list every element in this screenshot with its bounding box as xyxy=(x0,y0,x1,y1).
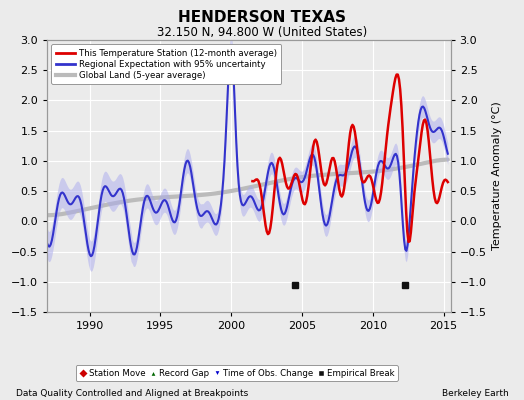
Text: HENDERSON TEXAS: HENDERSON TEXAS xyxy=(178,10,346,25)
Text: Data Quality Controlled and Aligned at Breakpoints: Data Quality Controlled and Aligned at B… xyxy=(16,389,248,398)
Legend: Station Move, Record Gap, Time of Obs. Change, Empirical Break: Station Move, Record Gap, Time of Obs. C… xyxy=(75,365,398,381)
Text: 32.150 N, 94.800 W (United States): 32.150 N, 94.800 W (United States) xyxy=(157,26,367,39)
Text: Berkeley Earth: Berkeley Earth xyxy=(442,389,508,398)
Y-axis label: Temperature Anomaly (°C): Temperature Anomaly (°C) xyxy=(492,102,502,250)
